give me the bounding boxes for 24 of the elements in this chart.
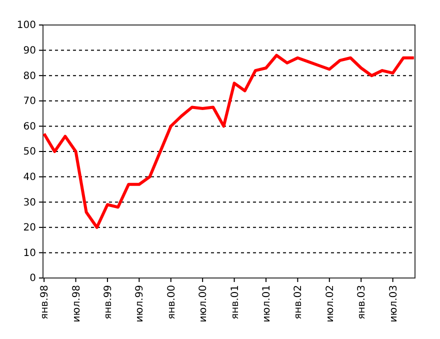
x-tick-label: июл.99 — [134, 285, 146, 322]
y-tick-label: 50 — [23, 146, 36, 158]
x-tick-label: июл.00 — [198, 285, 210, 322]
line-series — [42, 54, 416, 229]
x-tick-label: июл.98 — [71, 285, 82, 322]
x-tick-label: янв.98 — [40, 285, 51, 320]
y-tick-label: 60 — [23, 121, 36, 132]
y-tick-label: 10 — [23, 248, 36, 259]
y-tick-label: 40 — [23, 172, 36, 183]
y-tick-label: 70 — [23, 96, 36, 108]
x-tick-label: июл.02 — [324, 285, 336, 322]
y-tick-label: 0 — [30, 273, 36, 284]
y-tick-label: 30 — [23, 197, 36, 208]
x-tick-label: янв.03 — [356, 285, 368, 320]
y-tick-label: 100 — [16, 20, 36, 32]
x-tick-label: янв.99 — [102, 285, 114, 320]
x-tick-label: янв.01 — [230, 285, 241, 320]
x-tick-label: янв.02 — [293, 285, 304, 320]
x-tick-label: июл.03 — [388, 285, 400, 322]
y-tick-label: 80 — [23, 70, 36, 82]
x-tick-label: июл.01 — [261, 285, 272, 322]
y-tick-label: 90 — [23, 46, 36, 56]
x-tick-label: янв.00 — [166, 285, 178, 320]
y-tick-label: 20 — [23, 222, 36, 234]
